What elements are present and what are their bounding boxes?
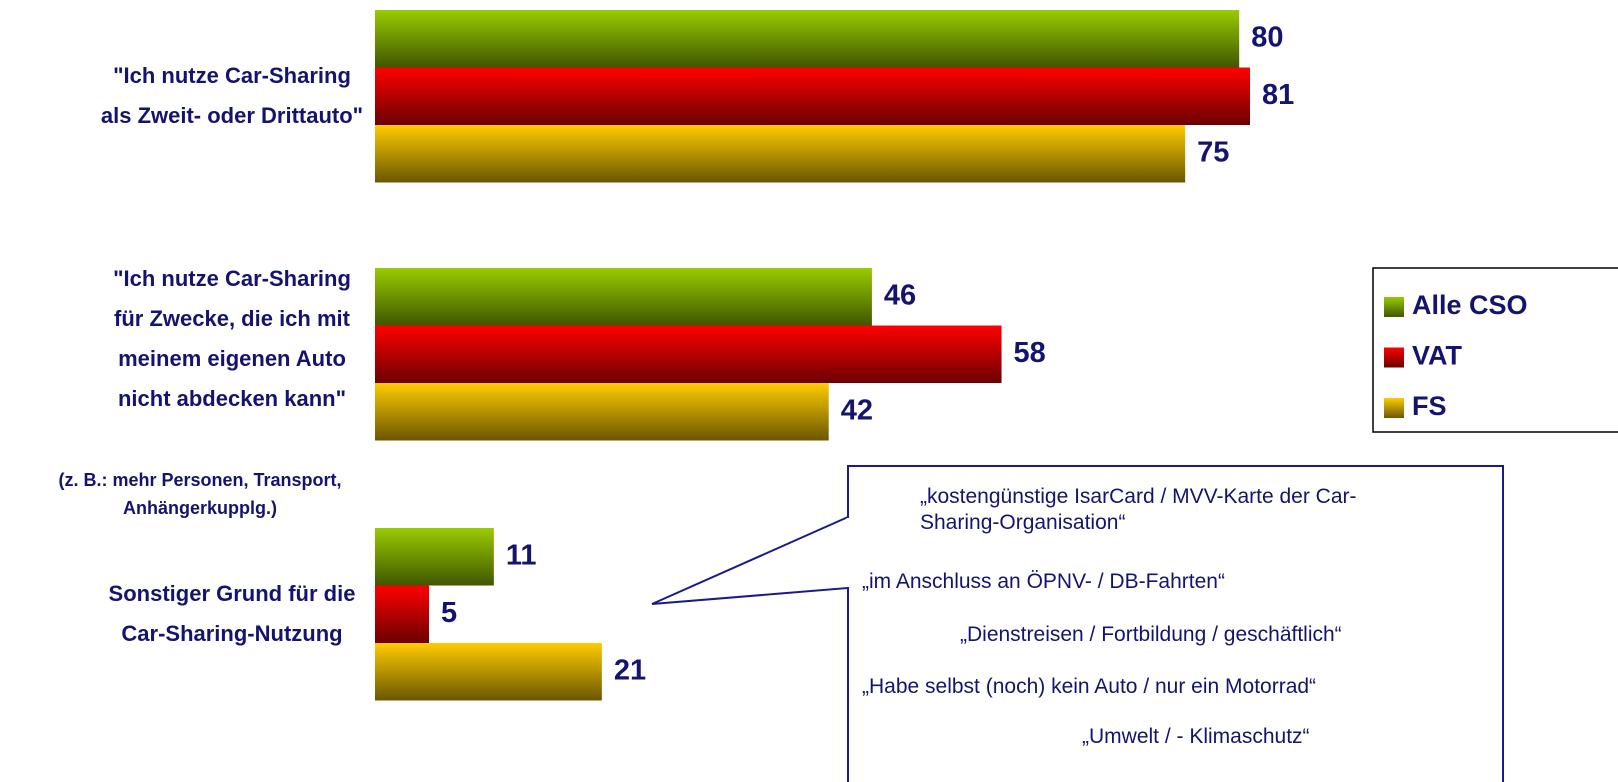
legend-swatch bbox=[1384, 398, 1404, 418]
bar bbox=[375, 10, 1240, 68]
bar bbox=[375, 325, 1002, 383]
callout-box bbox=[847, 465, 1504, 782]
legend-swatch bbox=[1384, 347, 1404, 368]
value-label: 5 bbox=[441, 597, 457, 629]
callout-quote: „Habe selbst (noch) kein Auto / nur ein … bbox=[862, 675, 1317, 698]
callout-quote: „im Anschluss an ÖPNV- / DB-Fahrten“ bbox=[862, 570, 1225, 593]
value-label: 58 bbox=[1014, 337, 1046, 369]
legend-label: VAT bbox=[1412, 341, 1462, 371]
callout-quote: „Dienstreisen / Fortbildung / geschäftli… bbox=[960, 623, 1342, 646]
bar bbox=[375, 268, 872, 326]
value-label: 80 bbox=[1251, 21, 1283, 53]
callout-pointer bbox=[651, 515, 849, 605]
bar bbox=[375, 643, 602, 701]
value-label: 42 bbox=[841, 394, 873, 426]
category-label: Sonstiger Grund für die Car-Sharing-Nutz… bbox=[108, 581, 356, 647]
category-note: (z. B.: mehr Personen, Transport, Anhäng… bbox=[58, 470, 342, 518]
value-label: 75 bbox=[1197, 136, 1229, 168]
legend-label: FS bbox=[1412, 391, 1447, 421]
bar bbox=[375, 585, 430, 643]
legend-box bbox=[1372, 267, 1618, 433]
value-label: 11 bbox=[506, 539, 537, 571]
value-label: 21 bbox=[614, 654, 646, 686]
value-label: 46 bbox=[884, 279, 916, 311]
bar bbox=[375, 67, 1250, 125]
callout-quote: „Umwelt / - Klimaschutz“ bbox=[1082, 725, 1310, 748]
bar bbox=[375, 383, 829, 441]
category-label: "Ich nutze Car-Sharing als Zweit- oder D… bbox=[100, 63, 364, 129]
legend-label: Alle CSO bbox=[1412, 290, 1528, 320]
bar bbox=[375, 125, 1186, 183]
value-label: 81 bbox=[1262, 79, 1294, 111]
callout-quote: „kostengünstige IsarCard / MVV-Karte der… bbox=[920, 485, 1357, 534]
category-label: "Ich nutze Car-Sharing für Zwecke, die i… bbox=[113, 266, 351, 412]
bar bbox=[375, 528, 494, 586]
legend-swatch bbox=[1384, 297, 1404, 317]
